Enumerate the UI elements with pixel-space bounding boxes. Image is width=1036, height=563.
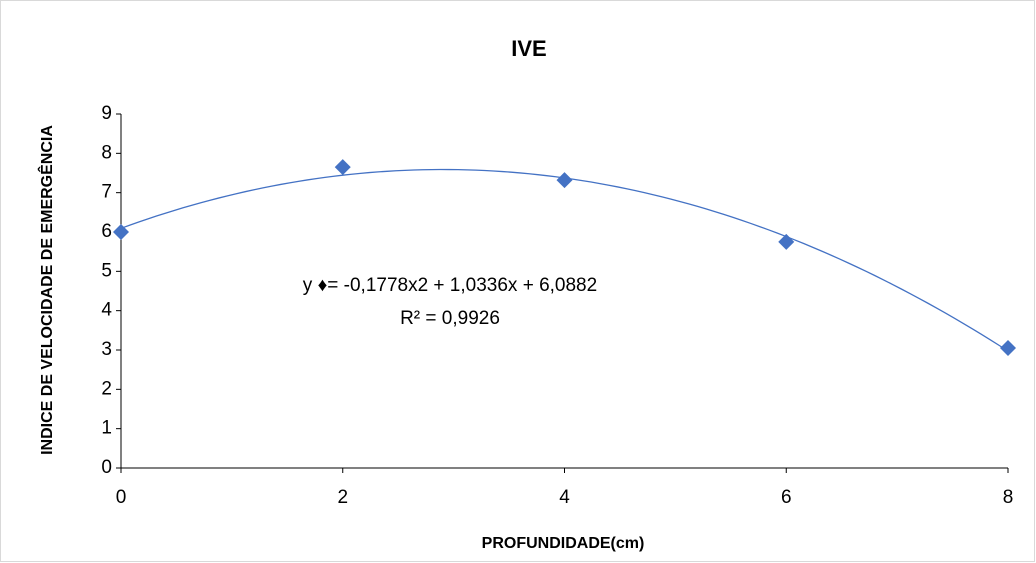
x-axis-label: PROFUNDIDADE(cm) [482, 535, 645, 552]
y-tick-label: 4 [101, 300, 112, 321]
y-tick-label: 6 [101, 221, 112, 242]
x-tick-label: 4 [559, 487, 570, 508]
data-point [1000, 340, 1016, 357]
y-tick-label: 1 [101, 418, 112, 439]
y-tick-label: 5 [101, 260, 112, 281]
y-tick-label: 2 [101, 378, 112, 399]
data-point [556, 172, 573, 189]
x-tick-label: 8 [1003, 487, 1014, 508]
x-tick-label: 6 [781, 487, 792, 508]
chart-title: IVE [511, 36, 546, 61]
y-tick-label: 7 [101, 182, 112, 203]
y-tick-label: 8 [101, 142, 112, 163]
r-squared: R² = 0,9926 [400, 308, 500, 329]
y-tick-label: 0 [101, 457, 112, 478]
trendline-equation: y ♦= -0,1778x2 + 1,0336x + 6,0882 [303, 275, 597, 296]
data-point [113, 224, 129, 240]
data-point [334, 159, 351, 176]
x-tick-label: 2 [337, 487, 348, 508]
x-tick-label: 0 [116, 487, 127, 508]
data-point [778, 233, 795, 250]
y-tick-label: 3 [101, 339, 112, 360]
y-tick-label: 9 [101, 103, 112, 124]
y-axis-label: INDICE DE VELOCIDADE DE EMERGÊNCIA [37, 125, 56, 455]
